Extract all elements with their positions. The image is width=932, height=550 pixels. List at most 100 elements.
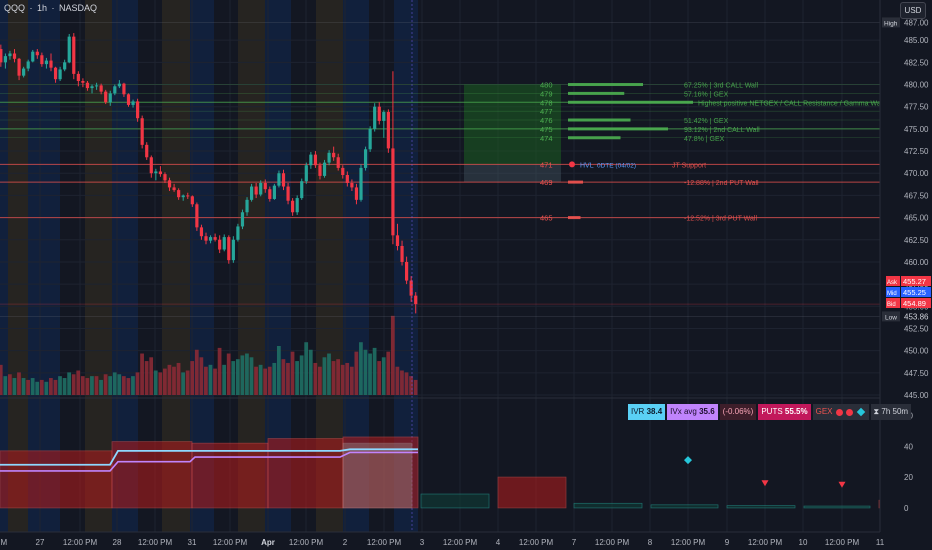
- volume-bar: [176, 362, 181, 395]
- volume-bar: [39, 379, 44, 395]
- candle-body: [345, 175, 349, 183]
- candle-body: [254, 186, 258, 195]
- time-tick-label: 12:00 PM: [289, 538, 324, 547]
- level-strength-bar: [568, 118, 631, 122]
- symbol-header[interactable]: QQQ · 1h · NASDAQ: [4, 3, 98, 13]
- candle-body: [286, 186, 290, 201]
- time-tick-label: 12:00 PM: [367, 538, 402, 547]
- volume-bar: [35, 381, 40, 395]
- level-strength-bar: [568, 136, 621, 140]
- level-strength-bar: [568, 127, 668, 131]
- price-tick-label: 470.00: [904, 169, 929, 178]
- quote-badge-label-bg: [886, 298, 900, 308]
- volume-bar: [121, 376, 126, 395]
- quote-badge-value: 455.27: [903, 277, 926, 286]
- volume-bar: [208, 364, 213, 395]
- level-price-label: 478: [540, 98, 553, 107]
- volume-bar: [153, 370, 158, 395]
- indicator-bar: [267, 438, 344, 509]
- candle-body: [395, 235, 400, 246]
- time-tick-label: 12:00 PM: [213, 538, 248, 547]
- volume-bar: [7, 374, 12, 395]
- diamond-marker-icon: [684, 456, 692, 465]
- candle-body: [12, 53, 17, 59]
- time-tick-label: 12:00 PM: [519, 538, 554, 547]
- high-value: 487.00: [904, 18, 929, 27]
- quote-badge-label: Bid: [887, 302, 896, 308]
- candle-body: [44, 60, 49, 65]
- candle-body: [231, 239, 235, 261]
- level-strength-bar: [568, 216, 581, 220]
- price-tick-label: 475.00: [904, 125, 929, 134]
- volume-bar: [62, 378, 67, 395]
- level-annotation: 57.16% | GEX: [684, 91, 729, 98]
- volume-bar: [235, 359, 240, 395]
- volume-bar: [158, 372, 163, 395]
- hvl-date: 0DTE (04/02): [597, 162, 636, 169]
- candle-body: [377, 106, 381, 121]
- volume-bar: [258, 364, 263, 395]
- candle-body: [341, 167, 345, 176]
- candle-body: [17, 58, 21, 76]
- time-tick-label: 12:00 PM: [63, 538, 98, 547]
- volume-bar: [58, 376, 62, 395]
- time-tick-label: 2: [343, 538, 348, 547]
- indicator-bar: [650, 504, 719, 509]
- candle-body: [204, 236, 208, 241]
- level-annotation: 67.25% | 3rd CALL Wall: [684, 83, 759, 90]
- time-tick-label: 12:00 PM: [138, 538, 173, 547]
- price-tick-label: 450.00: [904, 347, 929, 356]
- candle-body: [0, 49, 3, 63]
- time-tick-label: 27: [36, 538, 45, 547]
- price-tick-label: 482.50: [904, 58, 929, 67]
- volume-bar: [30, 378, 35, 395]
- volume-bar: [185, 370, 190, 395]
- volume-bar: [240, 355, 245, 395]
- price-tick-label: 472.50: [904, 147, 929, 156]
- volume-bar: [349, 366, 354, 395]
- candle-body: [94, 85, 99, 87]
- candle-body: [391, 148, 395, 236]
- ivr-badge: IVR 38.4: [628, 404, 666, 420]
- currency-button[interactable]: USD: [900, 2, 926, 19]
- time-tick-label: 11: [876, 538, 885, 547]
- volume-bar: [90, 376, 94, 395]
- volume-bar: [245, 353, 249, 395]
- candle-body: [263, 182, 267, 190]
- candle-body: [322, 162, 327, 176]
- level-price-label: 476: [540, 116, 553, 125]
- level-annotation: -12.52% | 3rd PUT Wall: [684, 216, 757, 223]
- volume-bar: [290, 351, 295, 395]
- time-tick-label: 12:00 PM: [825, 538, 860, 547]
- candle-body: [327, 152, 331, 163]
- price-tick-label: 445.00: [904, 391, 929, 400]
- volume-bar: [317, 366, 322, 395]
- indicator-tick-label: 20: [904, 473, 913, 482]
- volume-bar: [390, 315, 395, 395]
- time-axis-bg: [0, 532, 932, 550]
- time-tick-label: 12:00 PM: [595, 538, 630, 547]
- gex-levels: 480 67.25% | 3rd CALL Wall 479 57.16% | GEX…: [0, 81, 884, 223]
- symbol-name[interactable]: QQQ: [4, 3, 26, 13]
- candle-body: [363, 149, 368, 168]
- session-band: [0, 0, 8, 532]
- candle-body: [76, 73, 80, 81]
- volume-bar: [99, 379, 103, 395]
- candle-body: [3, 56, 7, 63]
- candle-body: [131, 101, 135, 105]
- candle-body: [336, 157, 340, 168]
- candle-body: [122, 83, 126, 95]
- volume-bar: [149, 357, 154, 395]
- volume-bar: [26, 379, 30, 395]
- price-axis-bg: [880, 0, 932, 550]
- quote-badge-label-bg: [886, 287, 900, 297]
- candle-body: [85, 82, 90, 89]
- volume-bar: [76, 370, 81, 395]
- interval-label[interactable]: 1h: [37, 3, 48, 13]
- volume-bar: [263, 368, 268, 395]
- volume-bar: [249, 357, 254, 395]
- candle-body: [368, 128, 372, 150]
- candles: [0, 33, 418, 314]
- candle-body: [117, 83, 121, 87]
